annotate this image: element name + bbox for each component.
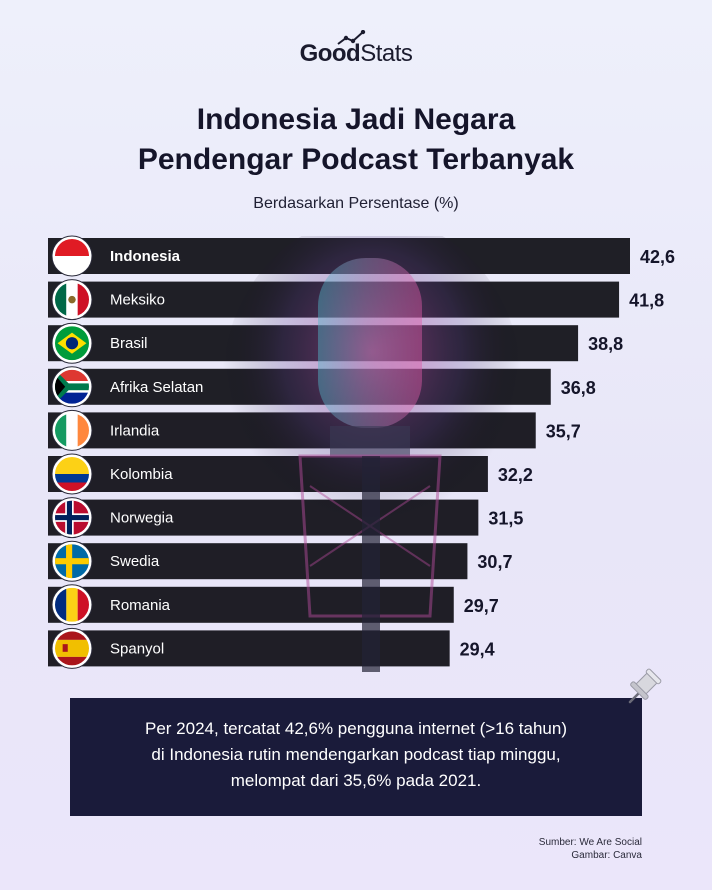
bar-chart: Indonesia 42,6 Meksiko 41,8 Brasil 38,8 Afrika… [48,235,675,669]
goodstats-logo: GoodStats [0,40,712,68]
category-label: Romania [110,597,171,614]
value-label: 30,7 [477,552,512,572]
value-label: 38,8 [588,334,623,354]
category-label: Swedia [110,553,160,570]
bar [48,586,454,623]
south-africa-flag [55,369,89,404]
category-label: Indonesia [110,248,181,265]
category-label: Irlandia [110,422,160,439]
callout-line-2: di Indonesia rutin mendengarkan podcast … [151,745,561,764]
page-subtitle: Berdasarkan Persentase (%) [253,195,459,212]
page-title: Indonesia Jadi Negara Pendengar Podcast … [0,100,712,180]
bar-row: Norwegia 31,5 [48,497,523,539]
category-label: Spanyol [110,640,164,657]
category-label: Meksiko [110,292,165,309]
bar-row: Romania 29,7 [48,584,499,626]
source-note: Sumber: We Are Social Gambar: Canva [539,836,642,862]
value-label: 36,8 [561,378,596,398]
value-label: 41,8 [629,291,664,311]
category-label: Afrika Selatan [110,379,203,396]
value-label: 35,7 [546,421,581,441]
source-line-2: Gambar: Canva [571,850,642,861]
bar-row: Spanyol 29,4 [48,627,495,669]
source-line-1: Sumber: We Are Social [538,837,642,848]
logo-chart-icon [337,30,366,45]
bar-row: Irlandia 35,7 [48,409,581,451]
category-label: Norwegia [110,510,174,527]
bar-row: Brasil 38,8 [48,322,623,364]
ireland-flag [55,413,89,448]
callout-line-3: melompat dari 35,6% pada 2021. [230,771,482,790]
value-label: 32,2 [498,465,533,485]
title-line-1: Indonesia Jadi Negara [196,103,516,136]
bar-row: Indonesia 42,6 [48,235,675,277]
logo-bold-text: Good [299,40,361,67]
category-label: Kolombia [110,466,173,483]
bar [48,630,450,667]
value-label: 31,5 [488,509,523,529]
mexico-flag [55,282,89,317]
bar-row: Swedia 30,7 [48,540,512,582]
category-label: Brasil [110,335,148,352]
value-label: 42,6 [640,247,675,267]
title-line-2: Pendengar Podcast Terbanyak [137,143,575,176]
value-label: 29,4 [460,639,495,659]
norway-flag [55,500,89,535]
bar-row: Meksiko 41,8 [48,279,664,321]
logo-light-text: Stats [360,40,413,67]
value-label: 29,7 [464,596,499,616]
bar-row: Afrika Selatan 36,8 [48,366,596,408]
spain-flag [55,631,89,666]
indonesia-flag [55,239,89,273]
romania-flag [55,587,89,622]
push-pin-icon [628,668,662,704]
callout-line-1: Per 2024, tercatat 42,6% pengguna intern… [145,719,567,738]
insight-callout: Per 2024, tercatat 42,6% pengguna intern… [70,698,642,816]
bar-row: Kolombia 32,2 [48,453,533,495]
brazil-flag [55,326,89,361]
sweden-flag [55,544,89,579]
colombia-flag [55,457,89,491]
